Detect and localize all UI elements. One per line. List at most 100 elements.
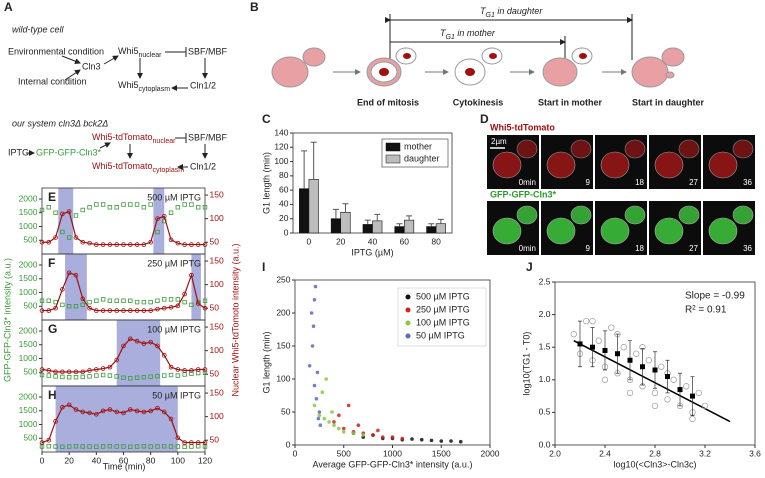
data-point bbox=[53, 305, 58, 311]
data-point bbox=[80, 207, 85, 213]
data-point bbox=[107, 205, 113, 210]
label: Cln3 bbox=[82, 61, 101, 71]
data-point bbox=[658, 363, 665, 370]
x-tick-label: 20 bbox=[336, 236, 346, 246]
subscript: cytoplasm bbox=[153, 167, 185, 174]
data-point bbox=[121, 410, 126, 416]
data-point bbox=[175, 303, 181, 309]
y-tick-label: 80 bbox=[279, 170, 289, 180]
data-point bbox=[645, 357, 652, 364]
panel-letter: C bbox=[262, 112, 271, 126]
g1-period bbox=[55, 386, 178, 452]
x-tick-label: 100 bbox=[171, 455, 185, 465]
y-tick-label: 1.0 bbox=[539, 374, 551, 384]
x-tick-label: 2.0 bbox=[549, 448, 561, 458]
data-point bbox=[168, 304, 174, 310]
data-point bbox=[626, 389, 634, 396]
data-point bbox=[332, 423, 336, 428]
y-tick-label: 150 bbox=[276, 340, 290, 350]
data-point bbox=[175, 240, 181, 246]
data-point bbox=[701, 402, 709, 410]
fit-line bbox=[573, 340, 731, 423]
y-tick-label: 500 bbox=[23, 235, 37, 245]
data-point bbox=[100, 308, 106, 313]
y-tick-label: 1000 bbox=[19, 287, 38, 297]
bar bbox=[362, 224, 373, 234]
x-tick-label: 0 bbox=[293, 448, 298, 458]
data-point bbox=[162, 444, 167, 449]
cell bbox=[678, 139, 700, 159]
data-point bbox=[60, 404, 65, 410]
data-point bbox=[313, 284, 318, 289]
y-tick-label: 50 bbox=[210, 434, 220, 444]
data-point bbox=[168, 297, 174, 302]
data-point bbox=[665, 374, 670, 380]
data-point bbox=[134, 375, 140, 380]
data-point bbox=[121, 202, 126, 207]
data-point bbox=[87, 410, 92, 416]
data-point bbox=[141, 299, 147, 305]
time-label: 9 bbox=[586, 178, 591, 187]
data-point bbox=[161, 353, 167, 358]
data-point bbox=[100, 444, 106, 449]
bar bbox=[403, 219, 415, 234]
data-point bbox=[128, 298, 133, 303]
legend-swatch bbox=[385, 154, 401, 164]
data-point bbox=[320, 390, 325, 395]
data-point bbox=[324, 377, 329, 381]
data-point bbox=[66, 369, 72, 375]
arrow bbox=[103, 55, 119, 65]
data-point bbox=[141, 409, 147, 415]
cell bbox=[542, 57, 578, 87]
data-point bbox=[195, 301, 201, 306]
data-point bbox=[196, 205, 201, 210]
data-point bbox=[114, 242, 120, 247]
data-point bbox=[168, 237, 174, 243]
arrow bbox=[99, 142, 111, 149]
data-point bbox=[570, 331, 577, 338]
y-tick-label: 2000 bbox=[19, 259, 38, 269]
label: T bbox=[480, 6, 487, 16]
data-point bbox=[195, 440, 201, 445]
x-tick-label: 1500 bbox=[432, 448, 451, 458]
data-point bbox=[107, 407, 113, 412]
data-point bbox=[46, 437, 52, 443]
data-point bbox=[141, 374, 147, 380]
legend-box bbox=[397, 287, 487, 347]
label: GFP-GFP-Cln3* bbox=[36, 147, 102, 157]
data-point bbox=[134, 299, 140, 305]
data-point bbox=[80, 409, 86, 415]
data-point bbox=[330, 410, 334, 414]
panel-letter: H bbox=[48, 388, 57, 402]
x-tick-label: 3.6 bbox=[749, 448, 761, 458]
data-point bbox=[175, 444, 181, 449]
cell bbox=[654, 151, 684, 179]
g1-period bbox=[116, 320, 161, 386]
panel-letter: G bbox=[48, 322, 57, 336]
x-tick-label: 3.2 bbox=[699, 448, 711, 458]
time-label: 27 bbox=[689, 244, 698, 253]
data-point bbox=[141, 341, 147, 346]
cell bbox=[624, 139, 646, 159]
panel-letter: A bbox=[4, 0, 13, 14]
data-point bbox=[127, 407, 133, 412]
data-point bbox=[175, 373, 181, 378]
data-point bbox=[633, 350, 640, 357]
data-point bbox=[195, 242, 201, 247]
series-line bbox=[42, 210, 205, 246]
data-point bbox=[148, 444, 153, 449]
legend-label: mother bbox=[404, 141, 432, 151]
data-point bbox=[577, 341, 583, 347]
y-tick-label: 100 bbox=[210, 213, 224, 223]
data-point bbox=[66, 209, 72, 214]
series-line bbox=[41, 338, 205, 373]
data-point bbox=[80, 374, 85, 380]
data-point bbox=[114, 409, 120, 415]
data-point bbox=[458, 439, 463, 444]
y-tick-label: 150 bbox=[210, 387, 224, 397]
data-point bbox=[94, 242, 99, 247]
y-tick-label: 60 bbox=[279, 184, 289, 194]
data-point bbox=[114, 444, 119, 449]
data-point bbox=[121, 242, 126, 247]
bar bbox=[435, 223, 446, 234]
